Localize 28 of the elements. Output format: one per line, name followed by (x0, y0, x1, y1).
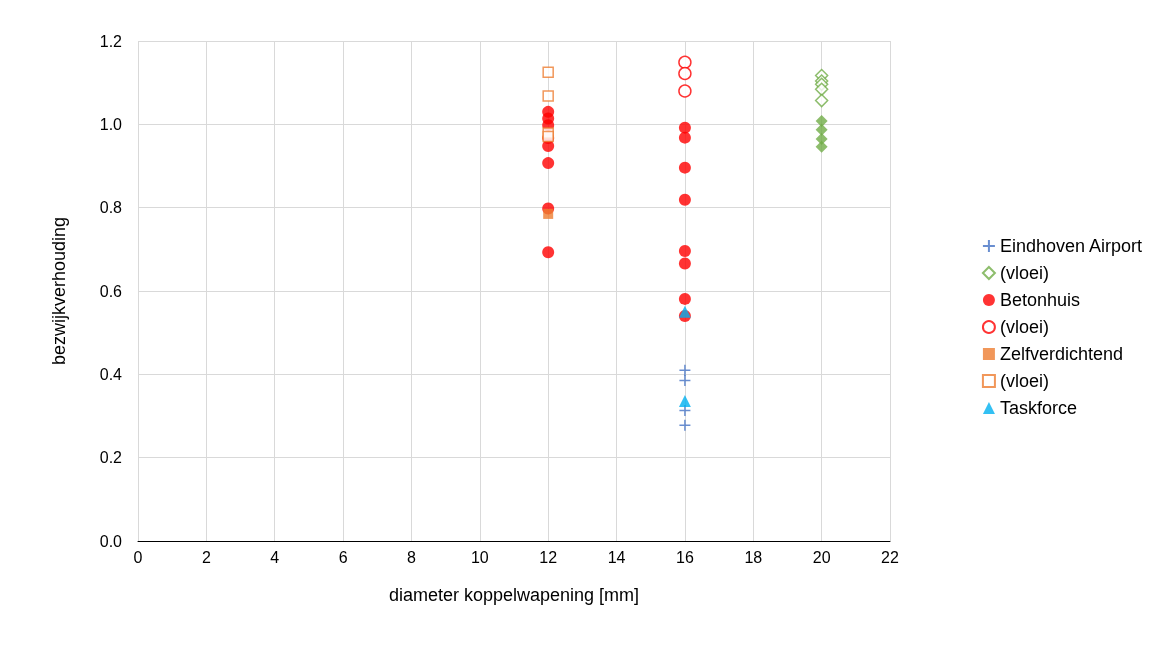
legend-label: (vloei) (999, 371, 1049, 391)
legend-label: Betonhuis (999, 290, 1080, 310)
x-tick-label: 22 (881, 548, 899, 566)
y-tick-label: 1.2 (99, 32, 123, 50)
legend-label: (vloei) (999, 263, 1049, 283)
y-tick-label: 0.4 (99, 365, 123, 383)
x-tick-label: 6 (338, 548, 348, 566)
x-tick-label: 18 (744, 548, 763, 566)
x-tick-label: 8 (407, 548, 416, 566)
x-tick-label: 12 (539, 548, 558, 566)
y-tick-label: 0.8 (99, 199, 123, 217)
y-tick-label: 1.0 (99, 115, 123, 133)
legend-label: Taskforce (999, 398, 1077, 418)
x-tick-label: 20 (812, 548, 831, 566)
y-axis-title: bezwijkverhouding (49, 216, 69, 366)
y-tick-label: 0.6 (99, 282, 123, 300)
legend-label: Eindhoven Airport (999, 236, 1143, 256)
legend-label: Zelfverdichtend (999, 344, 1123, 364)
y-tick-label: 0.2 (99, 449, 123, 467)
x-tick-label: 4 (270, 548, 280, 566)
x-tick-label: 16 (676, 548, 694, 566)
x-axis-title: diameter koppelwapening [mm] (388, 585, 640, 605)
legend-label: (vloei) (999, 317, 1049, 337)
x-tick-label: 10 (470, 548, 489, 566)
x-tick-label: 0 (133, 548, 143, 566)
y-tick-label: 0.0 (99, 532, 123, 550)
x-tick-label: 14 (607, 548, 626, 566)
x-tick-label: 2 (201, 548, 211, 566)
